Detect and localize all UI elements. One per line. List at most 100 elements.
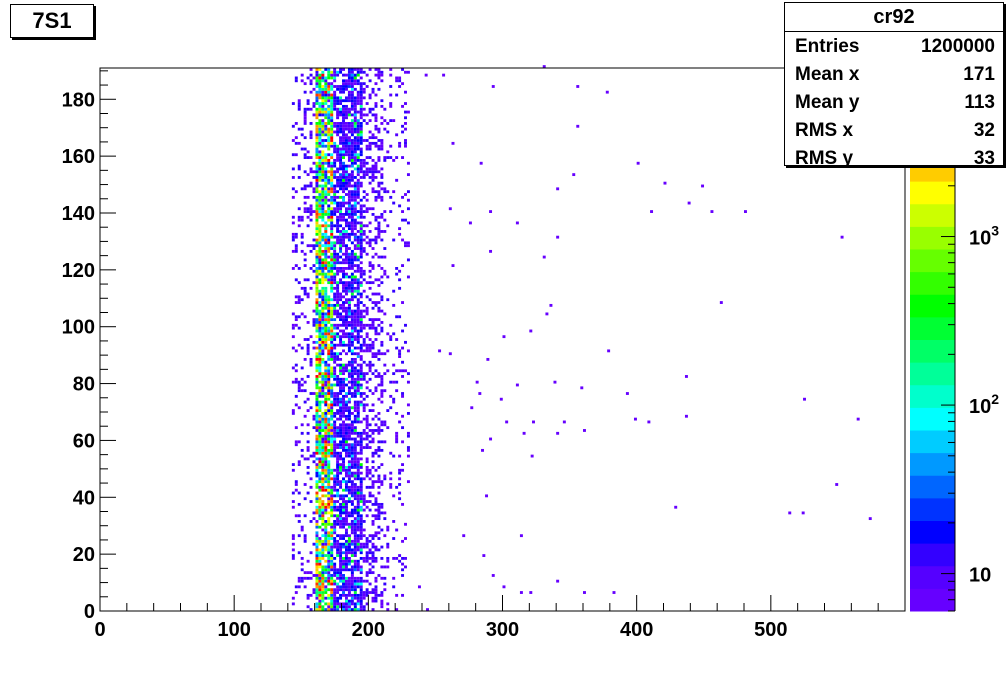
heatmap-cell: [401, 82, 405, 86]
heatmap-cell: [312, 340, 316, 344]
heatmap-cell: [374, 576, 378, 580]
heatmap-cell: [327, 420, 331, 424]
heatmap-cell: [309, 136, 313, 140]
heatmap-cell: [327, 480, 331, 484]
heatmap-cell: [321, 298, 325, 302]
heatmap-cell: [321, 269, 325, 273]
heatmap-cell: [336, 298, 340, 302]
heatmap-cell: [327, 249, 331, 253]
heatmap-cell: [303, 537, 307, 540]
heatmap-cell: [491, 574, 495, 577]
heatmap-cell: [374, 241, 378, 245]
heatmap-cell: [362, 409, 366, 412]
heatmap-cell: [356, 139, 360, 142]
heatmap-cell: [330, 184, 334, 188]
heatmap-cell: [404, 244, 407, 248]
heatmap-cell: [356, 363, 360, 367]
heatmap-cell: [371, 167, 375, 171]
heatmap-cell: [344, 73, 348, 77]
heatmap-cell: [377, 144, 381, 148]
heatmap-cell: [353, 127, 357, 131]
heatmap-cell: [318, 551, 322, 555]
heatmap-cell: [347, 281, 351, 285]
heatmap-cell: [324, 153, 328, 157]
heatmap-cell: [356, 411, 360, 415]
heatmap-cell: [318, 238, 322, 242]
heatmap-cell: [356, 525, 360, 529]
heatmap-cell: [330, 477, 334, 481]
heatmap-cell: [350, 454, 354, 458]
heatmap-cell: [374, 591, 378, 594]
heatmap-cell: [336, 517, 340, 521]
heatmap-cell: [362, 238, 366, 242]
heatmap-cell: [356, 565, 360, 569]
heatmap-cell: [324, 585, 328, 589]
heatmap-cell: [374, 579, 378, 583]
heatmap-cell: [356, 417, 360, 421]
heatmap-cell: [324, 201, 328, 205]
heatmap-cell: [395, 437, 399, 441]
heatmap-cell: [342, 497, 345, 501]
heatmap-cell: [356, 195, 360, 199]
heatmap-cell: [398, 491, 402, 495]
heatmap-cell: [300, 215, 304, 219]
heatmap-cell: [318, 440, 322, 444]
heatmap-cell: [321, 502, 325, 506]
heatmap-cell: [353, 201, 357, 205]
heatmap-cell: [342, 551, 345, 555]
heatmap-cell: [353, 190, 357, 194]
heatmap-cell: [356, 258, 360, 262]
heatmap-cell: [353, 281, 357, 285]
heatmap-cell: [327, 352, 331, 356]
heatmap-cell: [324, 292, 328, 296]
heatmap-cell: [330, 181, 334, 185]
heatmap-cell: [315, 511, 319, 515]
heatmap-cell: [377, 170, 381, 174]
heatmap-cell: [336, 460, 340, 464]
heatmap-cell: [339, 556, 343, 560]
heatmap-cell: [336, 153, 340, 157]
heatmap-cell: [330, 329, 334, 333]
heatmap-cell: [333, 582, 337, 586]
heatmap-cell: [315, 500, 319, 503]
heatmap-cell: [342, 517, 345, 521]
heatmap-cell: [368, 485, 372, 489]
heatmap-cell: [327, 306, 331, 310]
heatmap-cell: [344, 488, 348, 492]
heatmap-cell: [353, 326, 357, 330]
heatmap-cell: [339, 136, 343, 140]
heatmap-cell: [344, 443, 348, 447]
heatmap-cell: [321, 545, 325, 549]
heatmap-cell: [339, 485, 343, 489]
heatmap-cell: [406, 161, 410, 165]
heatmap-cell: [344, 232, 348, 236]
heatmap-cell: [359, 466, 363, 469]
heatmap-cell: [359, 124, 363, 128]
heatmap-cell: [315, 212, 319, 216]
heatmap-cell: [315, 326, 319, 330]
heatmap-cell: [318, 585, 322, 589]
heatmap-cell: [356, 215, 360, 219]
heatmap-cell: [324, 247, 328, 250]
heatmap-cell: [377, 411, 381, 415]
heatmap-cell: [339, 562, 343, 566]
heatmap-cell: [371, 178, 375, 182]
heatmap-cell: [371, 522, 375, 526]
heatmap-cell: [350, 68, 354, 71]
heatmap-cell: [350, 366, 354, 370]
heatmap-cell: [342, 508, 345, 512]
heatmap-cell: [342, 585, 345, 589]
heatmap-cell: [312, 588, 316, 592]
heatmap-cell: [344, 483, 348, 486]
heatmap-cell: [303, 258, 307, 262]
heatmap-cell: [371, 588, 375, 592]
heatmap-cell: [342, 269, 345, 273]
heatmap-cell: [327, 488, 331, 492]
heatmap-cell: [321, 99, 325, 103]
heatmap-cell: [318, 107, 322, 111]
heatmap-cell: [383, 269, 387, 273]
heatmap-cell: [359, 107, 363, 111]
heatmap-cell: [359, 309, 363, 313]
heatmap-cell: [321, 198, 325, 202]
palette-swatch: [910, 565, 955, 589]
